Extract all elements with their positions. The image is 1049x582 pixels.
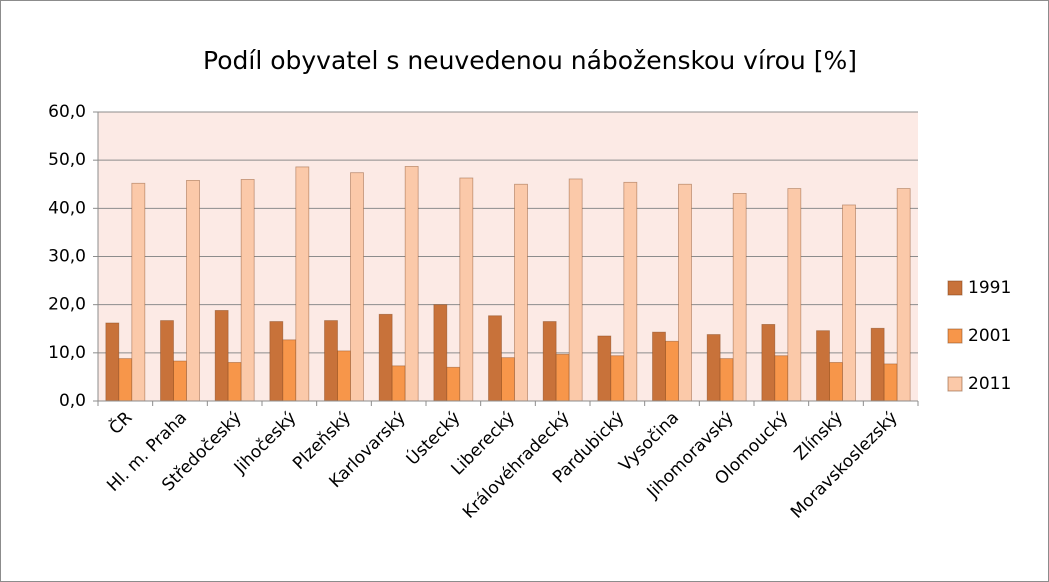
legend-swatch xyxy=(947,376,963,392)
bar xyxy=(501,357,515,402)
y-tick-label: 50,0 xyxy=(48,150,86,170)
bar xyxy=(446,366,461,402)
bar xyxy=(118,358,133,402)
bar xyxy=(870,327,885,402)
bar xyxy=(240,179,255,402)
y-tick-label: 30,0 xyxy=(48,247,86,267)
bar xyxy=(227,362,242,402)
bar xyxy=(610,355,625,402)
bar xyxy=(131,182,146,402)
bar xyxy=(842,204,856,402)
bar xyxy=(269,321,284,402)
bar xyxy=(391,365,406,402)
bar xyxy=(761,324,776,402)
bar xyxy=(883,363,898,402)
y-tick-label: 0,0 xyxy=(59,391,86,411)
legend-label: 2011 xyxy=(968,374,1011,394)
bar xyxy=(719,358,734,402)
bar xyxy=(568,178,583,402)
bar xyxy=(665,340,679,402)
y-tick-label: 10,0 xyxy=(48,343,86,363)
legend-label: 2001 xyxy=(968,326,1011,346)
bar xyxy=(378,313,393,402)
bar xyxy=(706,334,721,402)
chart-title: Podíl obyvatel s neuvedenou náboženskou … xyxy=(203,46,857,75)
bar xyxy=(896,188,911,402)
bar xyxy=(732,193,747,402)
bar xyxy=(186,179,200,402)
bar xyxy=(459,177,474,402)
bar xyxy=(555,353,570,402)
bar xyxy=(105,322,120,402)
bar xyxy=(514,183,528,402)
bar xyxy=(433,304,448,402)
bar xyxy=(160,320,174,402)
bar xyxy=(787,188,802,402)
bar xyxy=(488,315,502,402)
bar xyxy=(404,166,419,402)
y-tick-label: 60,0 xyxy=(48,102,86,122)
bar xyxy=(816,330,830,402)
bar xyxy=(829,362,843,402)
bar xyxy=(324,320,338,402)
legend-swatch xyxy=(947,328,963,344)
bar xyxy=(678,183,692,402)
y-tick-label: 20,0 xyxy=(48,295,86,315)
bar xyxy=(350,172,364,402)
bar xyxy=(774,355,789,402)
bar xyxy=(652,331,666,402)
bar xyxy=(597,335,612,402)
bar xyxy=(173,360,187,402)
legend-label: 1991 xyxy=(968,278,1011,298)
bar xyxy=(214,310,229,402)
legend-swatch xyxy=(947,280,963,296)
y-tick-label: 40,0 xyxy=(48,198,86,218)
bar xyxy=(337,350,351,402)
bar xyxy=(623,181,638,402)
bar xyxy=(542,321,557,402)
bar xyxy=(295,166,310,402)
bar xyxy=(282,339,297,402)
